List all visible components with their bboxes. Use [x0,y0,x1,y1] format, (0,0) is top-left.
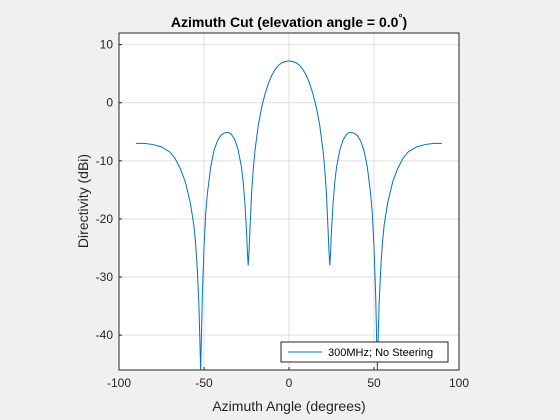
axes-box [118,32,460,371]
x-tick-label: -100 [107,376,131,390]
y-tick-label: -30 [96,270,114,284]
y-tick-label: -10 [96,154,114,168]
legend: 300MHz; No Steering [280,341,449,363]
x-axis-label: Azimuth Angle (degrees) [212,398,365,414]
y-tick-label: -40 [96,328,114,342]
x-tick-label: 0 [286,376,293,390]
x-tick-label: 50 [367,376,381,390]
y-axis-label: Directivity (dBi) [75,154,91,248]
y-tick-label: 0 [106,96,113,110]
grid-lines [118,33,460,370]
y-tick-label: -20 [96,212,114,226]
chart-title: Azimuth Cut (elevation angle = 0.0°) [171,13,407,30]
x-tick-label: 100 [449,376,469,390]
legend-box [280,341,449,363]
x-tick-label: -50 [195,376,213,390]
series-line-300mhz-no-steering [136,60,442,370]
legend-entry-label: 300MHz; No Steering [328,347,433,359]
y-tick-label: 10 [100,38,114,52]
